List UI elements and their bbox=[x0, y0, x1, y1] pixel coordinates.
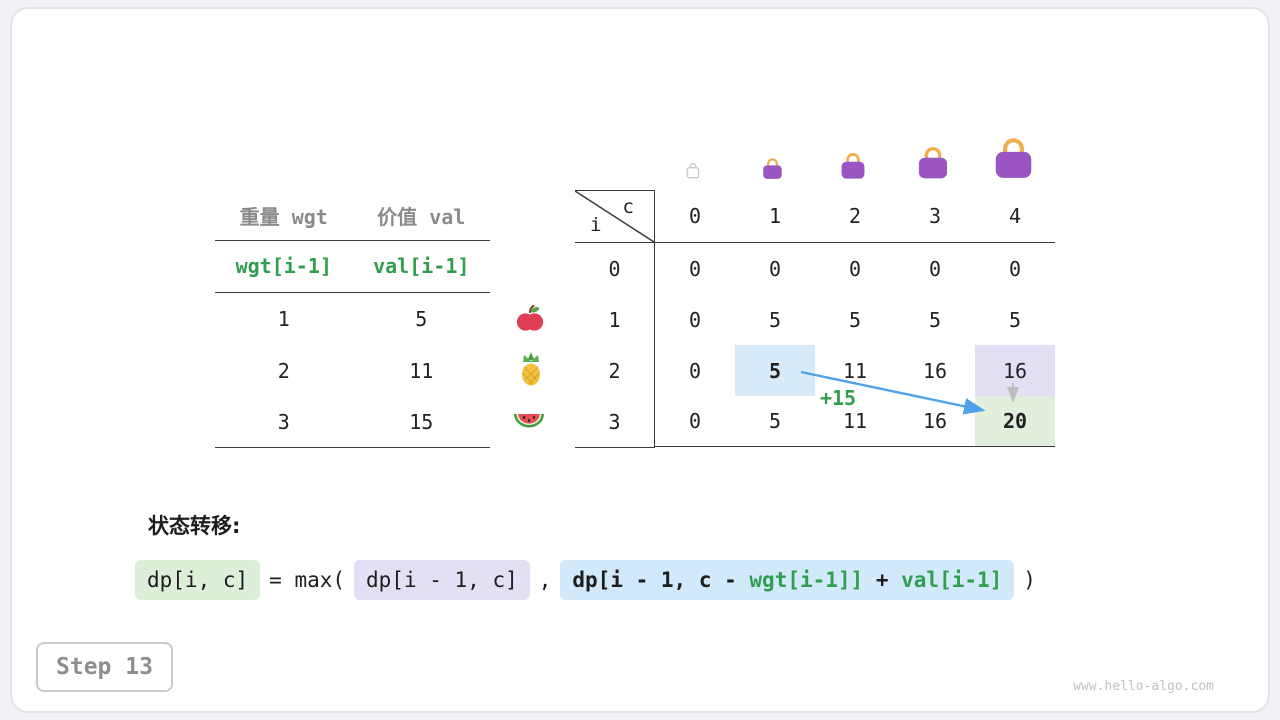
dp-cell-source-highlight: 5 bbox=[735, 345, 815, 396]
dp-cell: 0 bbox=[688, 256, 702, 281]
formula-eq-max: = max( bbox=[269, 568, 346, 592]
items-row: 3 15 bbox=[215, 396, 490, 447]
dp-cell: 16 bbox=[922, 358, 948, 383]
items-header-weight: 重量 wgt bbox=[239, 204, 328, 229]
dp-row-header: 0 bbox=[575, 243, 655, 294]
dp-cell: 0 bbox=[768, 256, 782, 281]
formula-arg2-box: dp[i - 1, c - wgt[i-1]] + val[i-1] bbox=[560, 560, 1015, 600]
dp-cell: 11 bbox=[815, 396, 895, 447]
items-formula-row: wgt[i-1] val[i-1] bbox=[215, 240, 490, 292]
table-rule bbox=[575, 447, 655, 448]
bag-icon-4 bbox=[992, 132, 1035, 180]
corner-diagonal bbox=[575, 191, 654, 242]
step-badge: Step 13 bbox=[36, 642, 173, 692]
pineapple-icon bbox=[516, 352, 546, 387]
dp-cell: 5 bbox=[1008, 307, 1022, 332]
formula-comma: , bbox=[538, 568, 552, 592]
table-rule bbox=[215, 447, 490, 448]
dp-table: c i 0 1 2 3 4 0 0 0 0 0 0 1 0 5 5 5 5 2 … bbox=[575, 190, 1055, 447]
dp-cell: 0 bbox=[688, 307, 702, 332]
dp-cell-current-highlight: 20 bbox=[975, 396, 1055, 447]
dp-cell: 0 bbox=[928, 256, 942, 281]
items-table-header: 重量 wgt 价值 val bbox=[215, 190, 490, 240]
items-cell: 11 bbox=[409, 358, 434, 383]
transition-formula: dp[i, c] = max( dp[i - 1, c] , dp[i - 1,… bbox=[135, 560, 1045, 600]
items-formula-value: val[i-1] bbox=[373, 254, 470, 278]
items-cell: 15 bbox=[409, 409, 434, 434]
formula-lhs-box: dp[i, c] bbox=[135, 560, 261, 600]
dp-cell: 0 bbox=[1008, 256, 1022, 281]
items-row: 1 5 bbox=[215, 292, 490, 345]
dp-corner: c i bbox=[575, 190, 655, 243]
table-rule bbox=[215, 240, 490, 241]
formula-arg2-wgt: wgt[i-1]] bbox=[749, 568, 864, 592]
bag-icon-1 bbox=[761, 155, 784, 180]
items-row: 2 11 bbox=[215, 345, 490, 396]
formula-arg1-box: dp[i - 1, c] bbox=[354, 560, 530, 600]
annotation-plus-value: +15 bbox=[819, 386, 857, 410]
corner-label-i: i bbox=[590, 214, 602, 236]
dp-cell: 0 bbox=[848, 256, 862, 281]
dp-cell: 0 bbox=[655, 396, 735, 447]
items-formula-weight: wgt[i-1] bbox=[235, 254, 332, 278]
dp-row-header: 2 bbox=[575, 345, 655, 396]
formula-close-paren: ) bbox=[1023, 568, 1036, 592]
watermark: www.hello-algo.com bbox=[1073, 679, 1214, 694]
dp-cell: 5 bbox=[928, 307, 942, 332]
dp-row-header: 1 bbox=[575, 294, 655, 345]
dp-col-header: 0 bbox=[655, 190, 735, 243]
empty-bag-icon bbox=[685, 161, 701, 180]
watermelon-icon bbox=[513, 407, 545, 435]
apple-icon bbox=[515, 304, 545, 334]
items-cell: 3 bbox=[277, 409, 290, 434]
formula-arg2-prefix: dp[i - 1, c - bbox=[572, 568, 750, 592]
dp-cell: 5 bbox=[768, 307, 782, 332]
formula-arg2-plus: + bbox=[863, 568, 902, 592]
dp-cell: 0 bbox=[688, 358, 702, 383]
dp-cell-above-highlight: 16 bbox=[975, 345, 1055, 396]
transition-label: 状态转移: bbox=[148, 514, 241, 538]
items-cell: 5 bbox=[415, 306, 428, 331]
step-label: Step 13 bbox=[56, 654, 153, 680]
formula-arg2-val: val[i-1] bbox=[901, 568, 1003, 592]
items-cell: 2 bbox=[277, 358, 290, 383]
dp-col-header: 3 bbox=[895, 190, 975, 243]
dp-cell: 5 bbox=[735, 396, 815, 447]
dp-row-header: 3 bbox=[575, 396, 655, 447]
items-header-value: 价值 val bbox=[377, 204, 466, 229]
dp-cell: 16 bbox=[895, 396, 975, 447]
bag-icon-2 bbox=[839, 149, 867, 180]
items-cell: 1 bbox=[277, 306, 290, 331]
dp-cell: 5 bbox=[848, 307, 862, 332]
table-rule bbox=[215, 292, 490, 293]
dp-col-header: 2 bbox=[815, 190, 895, 243]
bag-icon-3 bbox=[916, 142, 950, 180]
dp-col-header: 4 bbox=[975, 190, 1055, 243]
dp-col-header: 1 bbox=[735, 190, 815, 243]
corner-label-c: c bbox=[622, 196, 634, 218]
